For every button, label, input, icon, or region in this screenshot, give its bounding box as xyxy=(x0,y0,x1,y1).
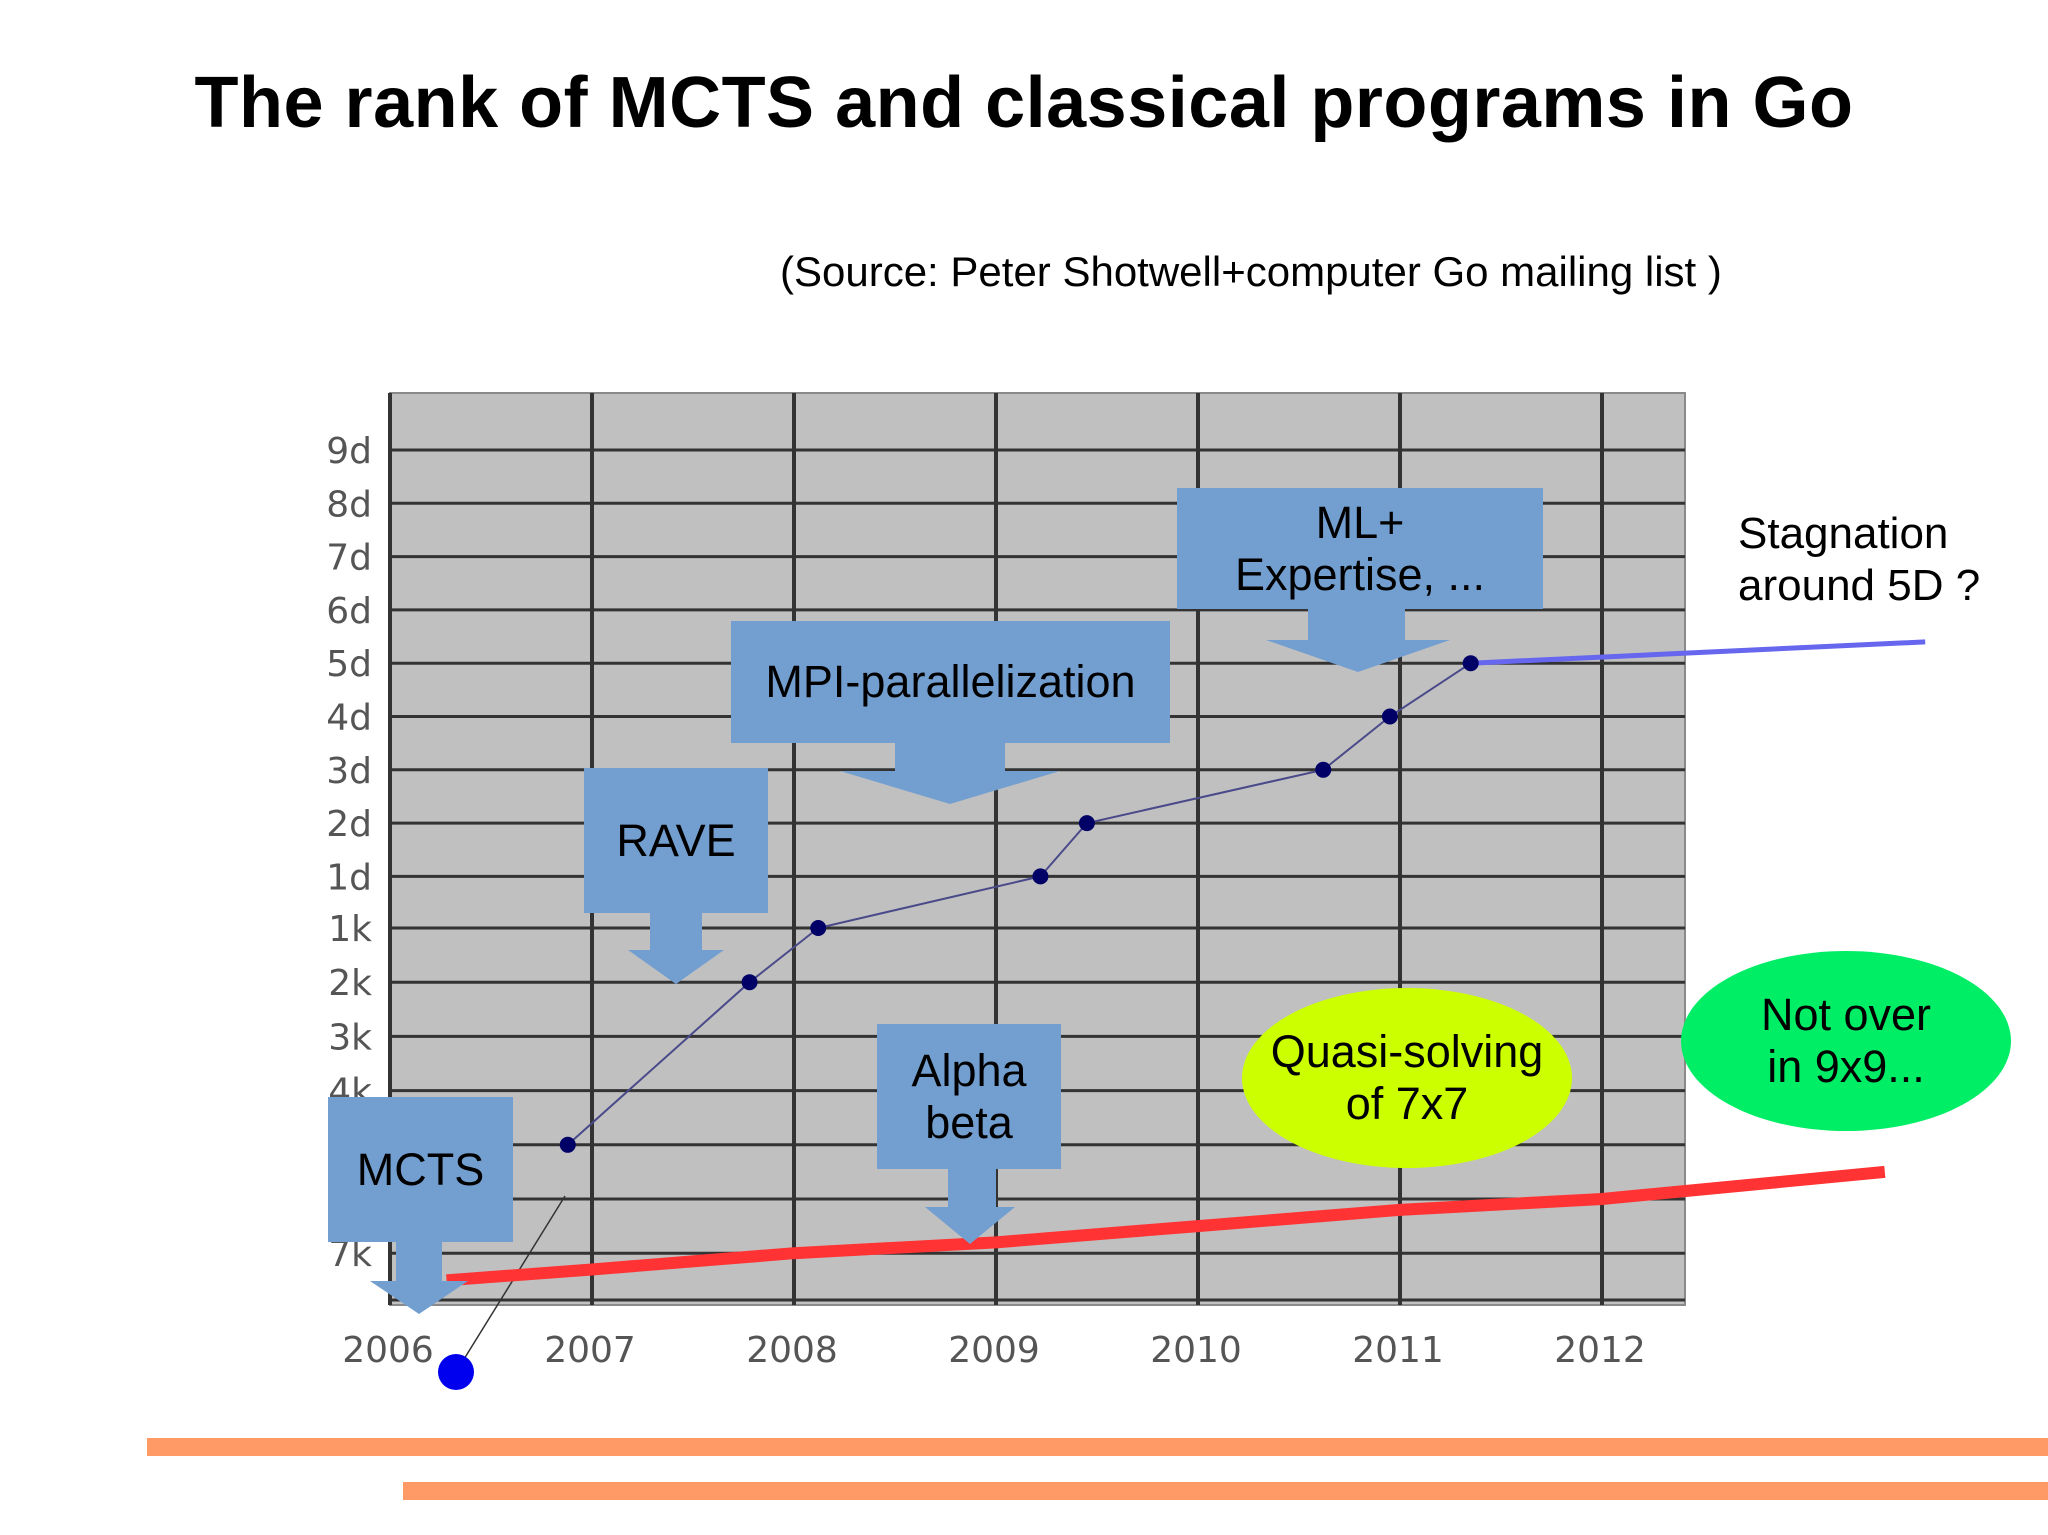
x-tick-label: 2009 xyxy=(948,1330,1040,1371)
notover-label-line1: Not over xyxy=(1760,989,1932,1041)
source-citation: (Source: Peter Shotwell+computer Go mail… xyxy=(780,248,1722,295)
x-axis-ticks: 2006 2007 2008 2009 2010 2011 2012 xyxy=(342,1330,1646,1371)
not-over-annotation: Not over in 9x9... xyxy=(1681,951,2011,1131)
y-tick-label: 3k xyxy=(328,1017,372,1058)
mcts-point xyxy=(1315,761,1332,778)
mcts-origin-link xyxy=(455,1195,566,1373)
footer-bar-top xyxy=(147,1438,2048,1456)
x-tick-label: 2006 xyxy=(342,1330,434,1371)
ml-label-line1: ML+ xyxy=(1315,496,1405,548)
mpi-label: MPI-parallelization xyxy=(765,656,1136,708)
y-tick-label: 7d xyxy=(326,538,372,579)
mcts-label: MCTS xyxy=(356,1143,485,1195)
x-tick-label: 2011 xyxy=(1352,1330,1444,1371)
y-tick-label: 8d xyxy=(326,484,372,525)
mcts-point xyxy=(559,1136,576,1153)
notover-label-line2: in 9x9... xyxy=(1767,1041,1925,1092)
mpi-arrow xyxy=(840,742,1060,804)
series-layer xyxy=(446,639,1926,1287)
quasi-solving-annotation: Quasi-solving of 7x7 xyxy=(1242,988,1572,1168)
y-tick-label: 4d xyxy=(326,698,372,739)
y-tick-label: 3d xyxy=(326,751,372,792)
y-tick-label: 6d xyxy=(326,591,372,632)
footer-bar-bottom xyxy=(403,1482,2048,1500)
x-tick-label: 2007 xyxy=(544,1330,636,1371)
mcts-point xyxy=(1462,655,1479,672)
x-tick-label: 2010 xyxy=(1150,1330,1242,1371)
ml-arrow xyxy=(1266,608,1450,672)
ml-expertise-annotation: ML+ Expertise, ... xyxy=(1177,488,1543,609)
rave-annotation: RAVE xyxy=(584,768,768,913)
alpha-label-line1: Alpha xyxy=(911,1044,1027,1096)
y-tick-label: 1k xyxy=(328,909,372,950)
mcts-origin-point xyxy=(438,1354,474,1390)
alpha-label-line2: beta xyxy=(925,1096,1013,1148)
ml-label-line2: Expertise, ... xyxy=(1234,548,1486,600)
mcts-point xyxy=(741,974,758,991)
y-tick-label: 2d xyxy=(326,804,372,845)
y-tick-label: 9d xyxy=(326,431,372,472)
mcts-annotation: MCTS xyxy=(328,1097,513,1242)
alpha-arrow xyxy=(925,1168,1015,1244)
x-tick-label: 2012 xyxy=(1554,1330,1646,1371)
mcts-point xyxy=(810,920,827,936)
quasi-label-line2: of 7x7 xyxy=(1345,1078,1469,1129)
alpha-beta-annotation: Alpha beta xyxy=(877,1024,1061,1169)
stag-label-line1: Stagnation xyxy=(1738,509,1949,558)
x-tick-label: 2008 xyxy=(746,1330,838,1371)
slide-title: The rank of MCTS and classical programs … xyxy=(194,63,1854,143)
mcts-point xyxy=(1078,815,1095,832)
rave-arrow xyxy=(628,912,724,984)
stag-label-line2: around 5D ? xyxy=(1738,560,1981,610)
rave-label: RAVE xyxy=(616,814,736,866)
stagnation-line xyxy=(1470,639,1926,666)
mcts-arrow xyxy=(370,1241,468,1314)
classical-line xyxy=(446,1165,1886,1287)
mcts-point xyxy=(1381,708,1398,725)
y-tick-label: 1d xyxy=(326,857,372,898)
y-tick-label: 5d xyxy=(326,644,372,685)
quasi-label-line1: Quasi-solving xyxy=(1270,1026,1544,1078)
mcts-line xyxy=(567,662,1472,1146)
mcts-point xyxy=(1032,868,1049,885)
stagnation-annotation: Stagnation around 5D ? xyxy=(1738,508,1980,612)
y-tick-label: 2k xyxy=(328,963,372,1004)
mpi-annotation: MPI-parallelization xyxy=(731,621,1170,743)
